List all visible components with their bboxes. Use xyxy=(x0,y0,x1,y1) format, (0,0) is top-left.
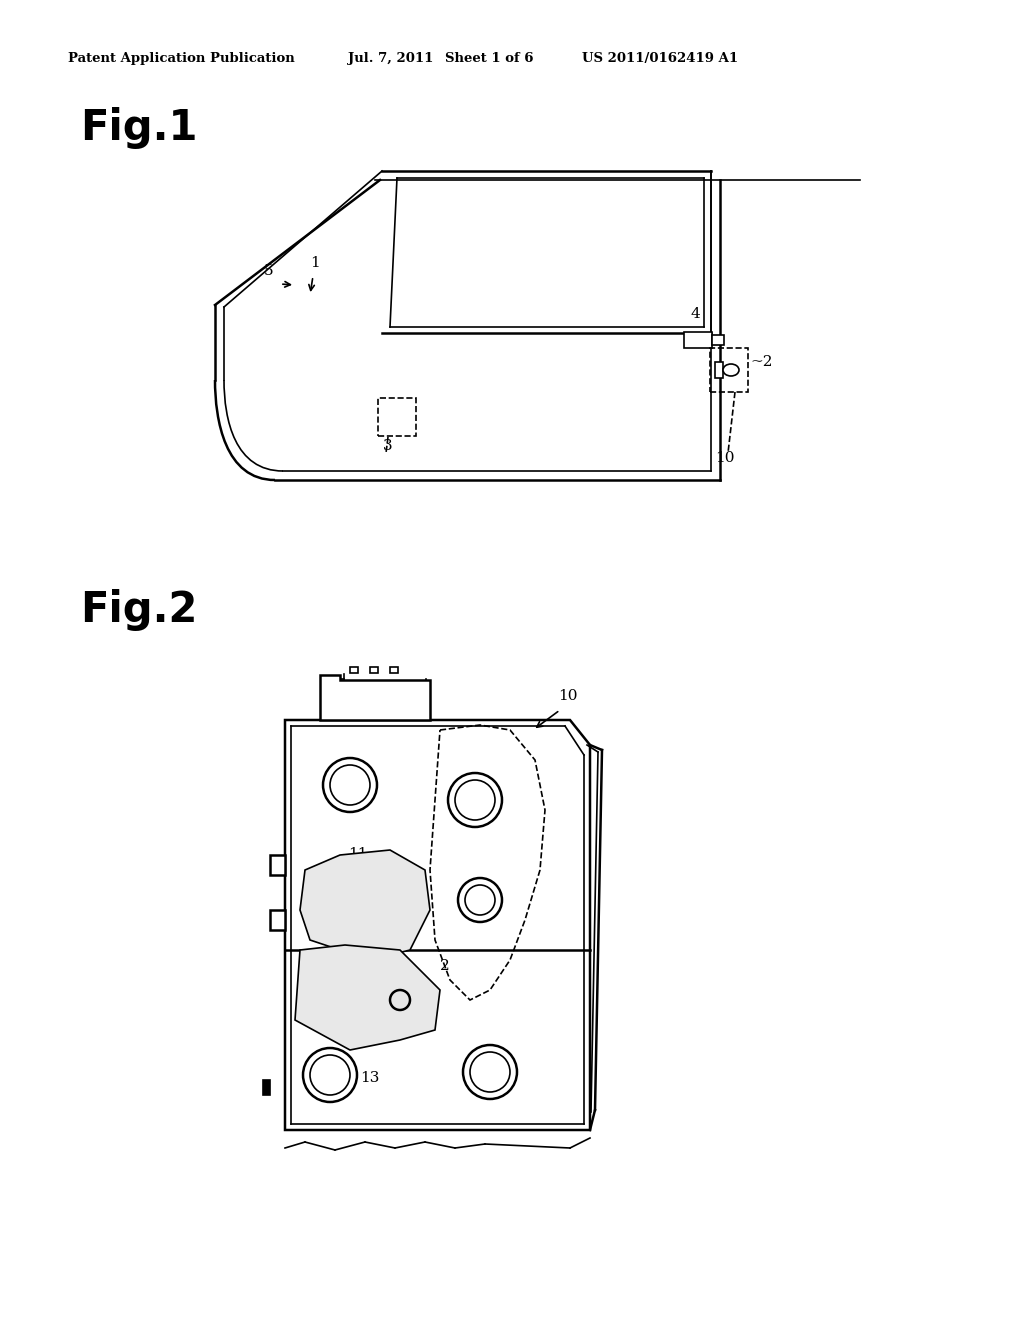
Text: Patent Application Publication: Patent Application Publication xyxy=(68,51,295,65)
Polygon shape xyxy=(263,1080,270,1096)
Text: Sheet 1 of 6: Sheet 1 of 6 xyxy=(445,51,534,65)
Polygon shape xyxy=(285,719,590,1130)
Text: 11: 11 xyxy=(348,847,368,861)
Polygon shape xyxy=(319,675,430,719)
Text: Jul. 7, 2011: Jul. 7, 2011 xyxy=(348,51,433,65)
Polygon shape xyxy=(295,945,440,1049)
Text: 4: 4 xyxy=(690,308,699,321)
Polygon shape xyxy=(270,909,285,931)
Bar xyxy=(710,348,748,392)
Bar xyxy=(712,335,724,345)
Polygon shape xyxy=(390,667,398,673)
Polygon shape xyxy=(270,855,285,875)
Text: 10: 10 xyxy=(715,451,734,465)
Text: ~2: ~2 xyxy=(750,355,772,370)
Text: 3: 3 xyxy=(383,440,392,453)
Text: 2: 2 xyxy=(440,960,450,973)
Text: Fig.2: Fig.2 xyxy=(80,589,198,631)
Text: US 2011/0162419 A1: US 2011/0162419 A1 xyxy=(582,51,738,65)
Text: 12: 12 xyxy=(330,929,349,942)
Text: 13: 13 xyxy=(360,1071,379,1085)
Bar xyxy=(684,333,712,348)
Polygon shape xyxy=(370,667,378,673)
Ellipse shape xyxy=(723,364,739,376)
Text: 1: 1 xyxy=(310,256,319,271)
Bar xyxy=(715,362,723,378)
Polygon shape xyxy=(350,667,358,673)
Text: 10: 10 xyxy=(558,689,578,704)
Text: 5: 5 xyxy=(264,264,273,279)
Text: Fig.1: Fig.1 xyxy=(80,107,198,149)
Polygon shape xyxy=(300,850,430,960)
Bar xyxy=(378,399,416,436)
